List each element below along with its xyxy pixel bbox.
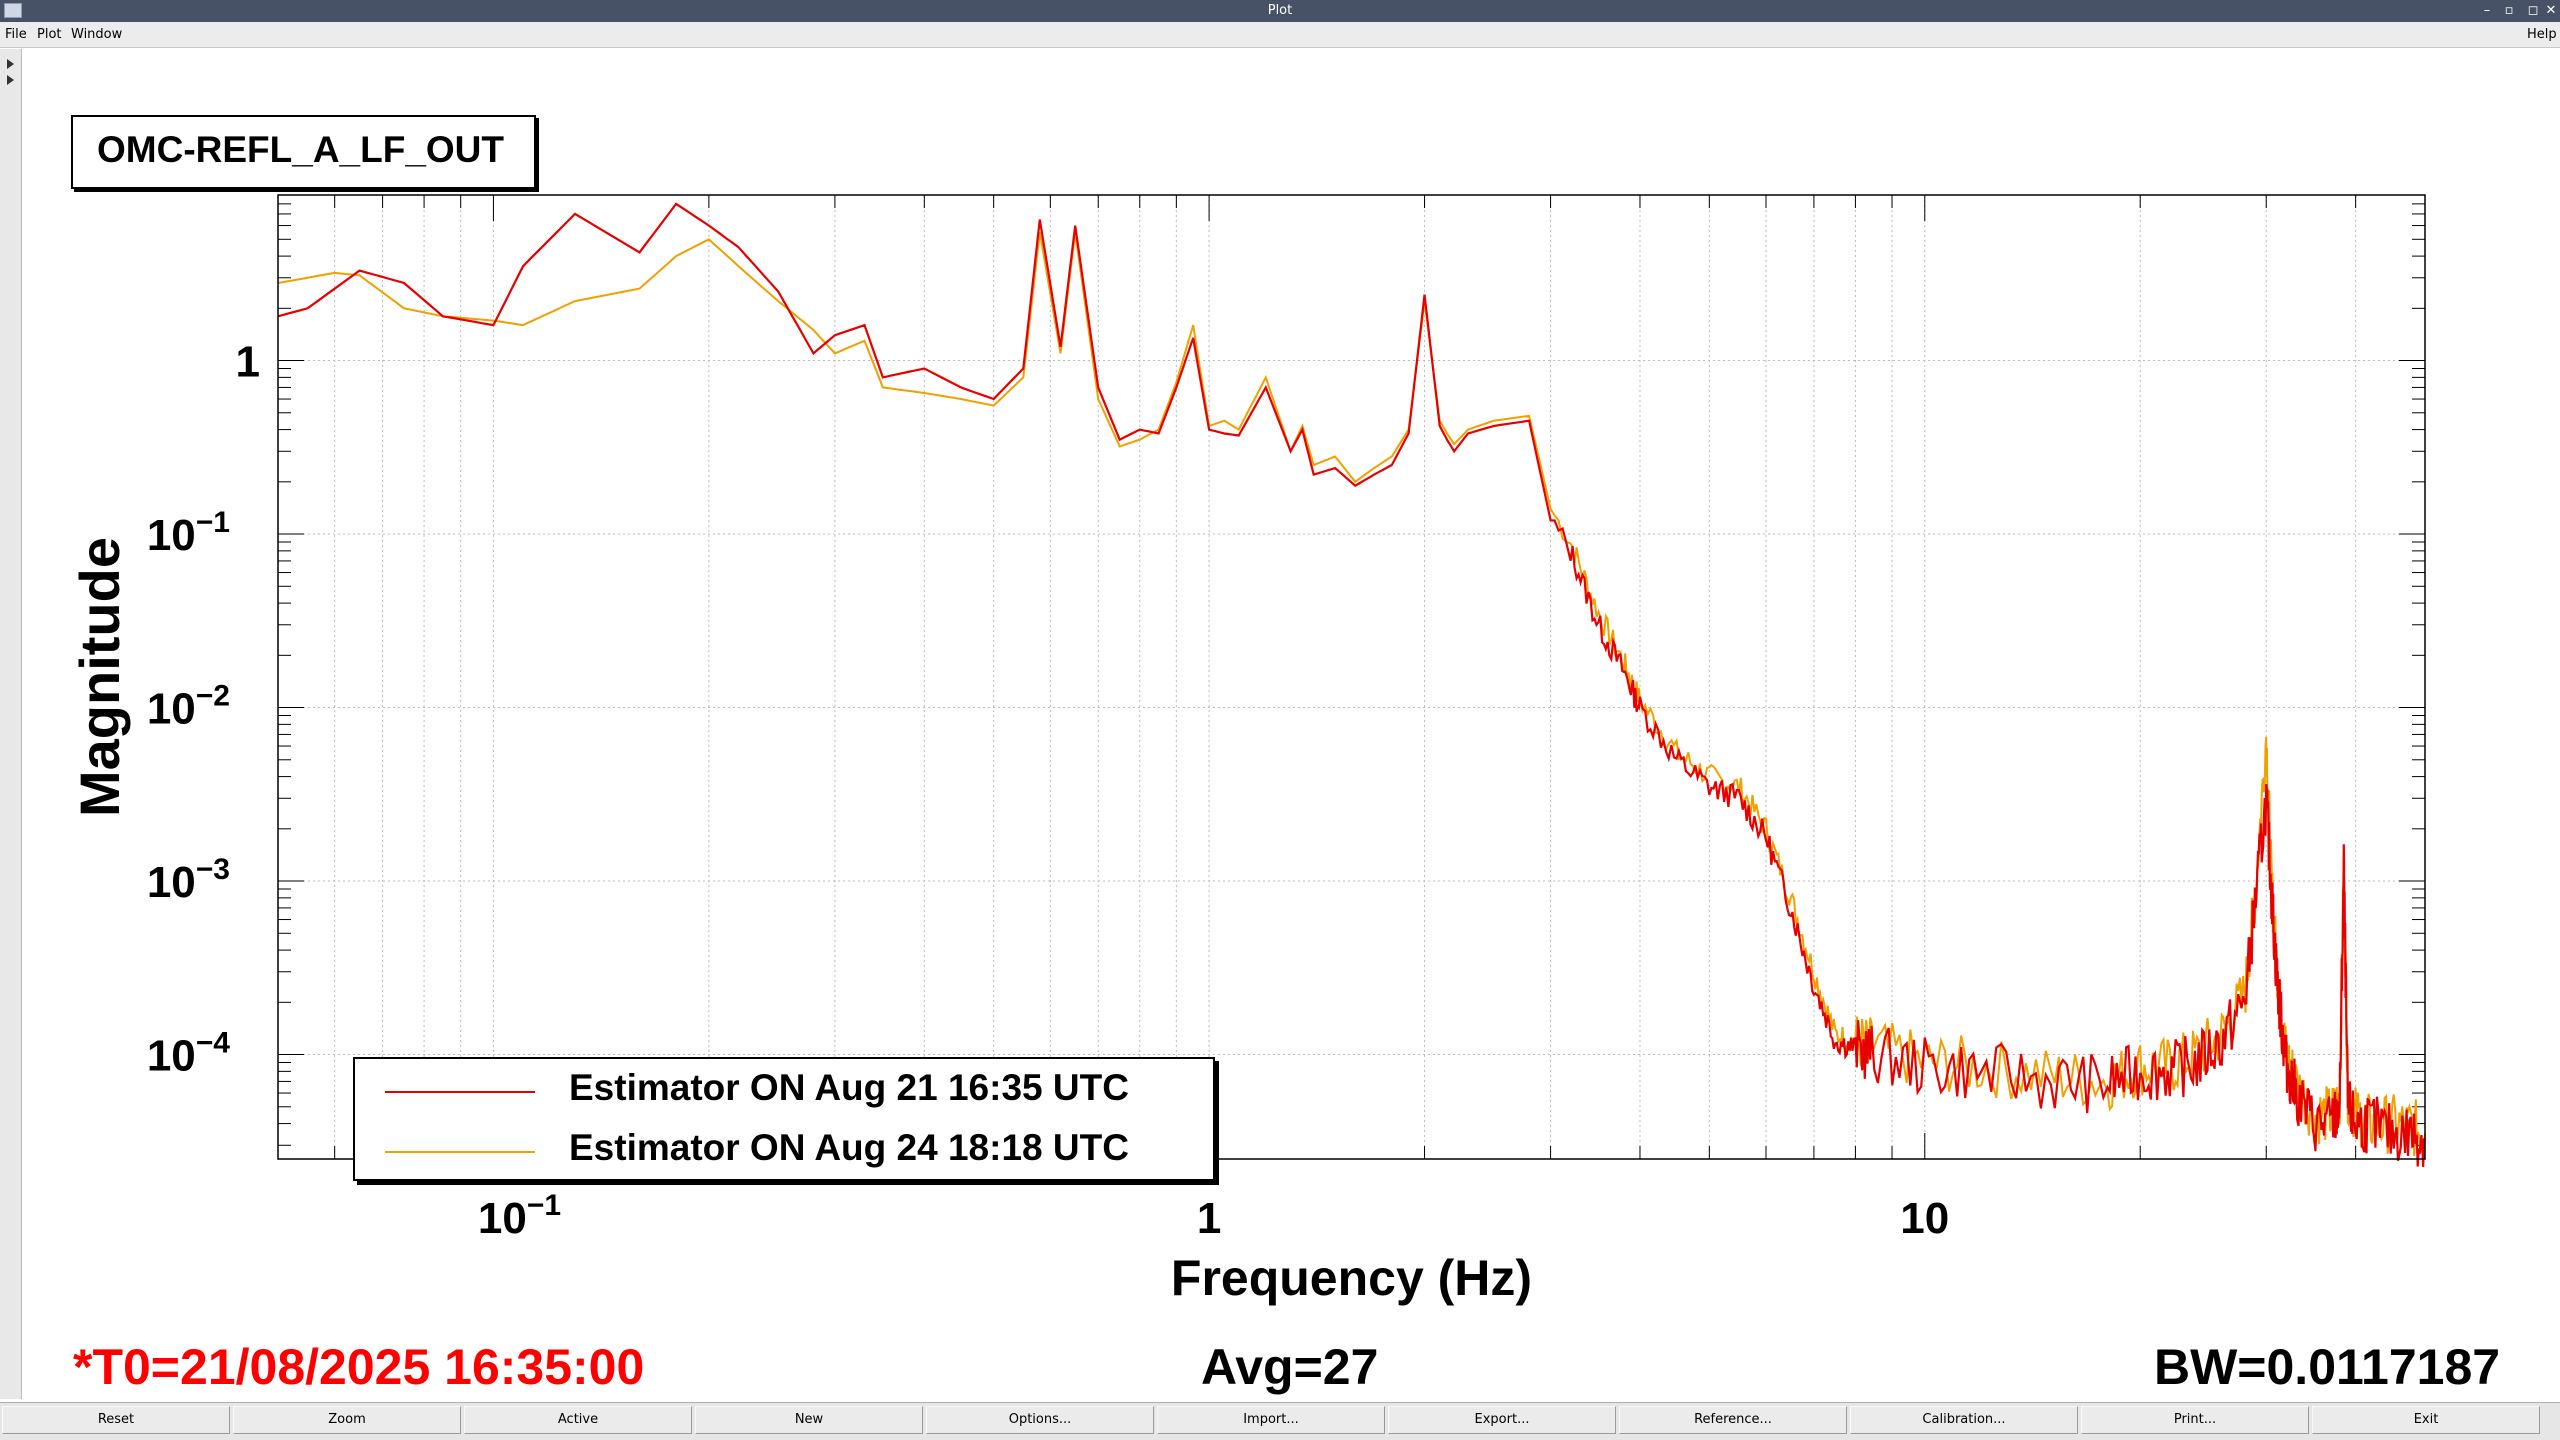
y-tick-label: 10−4 bbox=[147, 1027, 230, 1081]
bw-label: BW=0.0117187 bbox=[2154, 1339, 2501, 1395]
calibration-button[interactable]: Calibration... bbox=[1850, 1406, 2078, 1434]
x-tick-label: 10 bbox=[1900, 1194, 1949, 1243]
y-tick-label: 10−3 bbox=[147, 853, 230, 907]
x-tick-label: 10−1 bbox=[478, 1189, 561, 1243]
window-titlebar: Plot – ▫ ◻ ✕ bbox=[0, 0, 2560, 22]
legend-entry: Estimator ON Aug 21 16:35 UTC bbox=[355, 1061, 1213, 1121]
import-button[interactable]: Import... bbox=[1157, 1406, 1385, 1434]
export-button[interactable]: Export... bbox=[1388, 1406, 1616, 1434]
window-title: Plot bbox=[1267, 3, 1293, 18]
left-panel-toggle-strip bbox=[0, 49, 22, 1399]
y-tick-label: 10−2 bbox=[147, 680, 230, 734]
restore-icon[interactable]: ▫ bbox=[2504, 3, 2514, 18]
plot-area[interactable]: 10−1 1 10 1 10−1 10−2 10−3 10−4 Frequency (Hz) Ma… bbox=[23, 49, 2560, 1399]
active-button[interactable]: Active bbox=[464, 1406, 692, 1434]
menu-window[interactable]: Window bbox=[71, 27, 123, 42]
new-button[interactable]: New bbox=[695, 1406, 923, 1434]
minimize-icon[interactable]: – bbox=[2483, 3, 2491, 18]
menu-file[interactable]: File bbox=[5, 27, 27, 42]
zoom-button[interactable]: Zoom bbox=[233, 1406, 461, 1434]
menu-help[interactable]: Help bbox=[2527, 27, 2557, 42]
avg-label: Avg=27 bbox=[1201, 1339, 1379, 1395]
app-icon bbox=[4, 3, 22, 18]
expand-arrow-icon[interactable] bbox=[7, 75, 14, 85]
plot-canvas[interactable]: OMC-REFL_A_LF_OUT 10−1 1 10 1 10−1 10−2 10−3 10… bbox=[23, 49, 2560, 1399]
x-axis-title: Frequency (Hz) bbox=[1171, 1250, 1532, 1306]
series-line-aug24 bbox=[277, 231, 2426, 1157]
exit-button[interactable]: Exit bbox=[2312, 1406, 2540, 1434]
maximize-icon[interactable]: ◻ bbox=[2527, 3, 2539, 18]
series-line-aug21 bbox=[277, 202, 2427, 1168]
print-button[interactable]: Print... bbox=[2081, 1406, 2309, 1434]
legend-label: Estimator ON Aug 21 16:35 UTC bbox=[569, 1067, 1129, 1108]
close-icon[interactable]: ✕ bbox=[2545, 3, 2557, 18]
y-axis-title: Magnitude bbox=[68, 537, 131, 817]
menu-bar: File Plot Window Help bbox=[0, 22, 2560, 48]
legend-swatch bbox=[385, 1091, 535, 1093]
plot-title-box[interactable]: OMC-REFL_A_LF_OUT bbox=[71, 115, 536, 189]
legend-box[interactable]: Estimator ON Aug 21 16:35 UTC Estimator … bbox=[353, 1057, 1215, 1181]
legend-swatch bbox=[385, 1151, 535, 1153]
reference-button[interactable]: Reference... bbox=[1619, 1406, 1847, 1434]
t0-label: *T0=21/08/2025 16:35:00 bbox=[73, 1339, 645, 1395]
legend-label: Estimator ON Aug 24 18:18 UTC bbox=[569, 1127, 1129, 1168]
y-tick-label: 10−1 bbox=[147, 506, 230, 560]
expand-arrow-icon[interactable] bbox=[7, 59, 14, 69]
button-bar: Reset Zoom Active New Options... Import... Exp… bbox=[0, 1402, 2560, 1440]
options-button[interactable]: Options... bbox=[926, 1406, 1154, 1434]
x-tick-label: 1 bbox=[1197, 1194, 1221, 1243]
reset-button[interactable]: Reset bbox=[2, 1406, 230, 1434]
plot-frame bbox=[277, 194, 2426, 1160]
legend-entry: Estimator ON Aug 24 18:18 UTC bbox=[355, 1121, 1213, 1181]
y-tick-label: 1 bbox=[236, 338, 260, 387]
menu-plot[interactable]: Plot bbox=[37, 27, 62, 42]
